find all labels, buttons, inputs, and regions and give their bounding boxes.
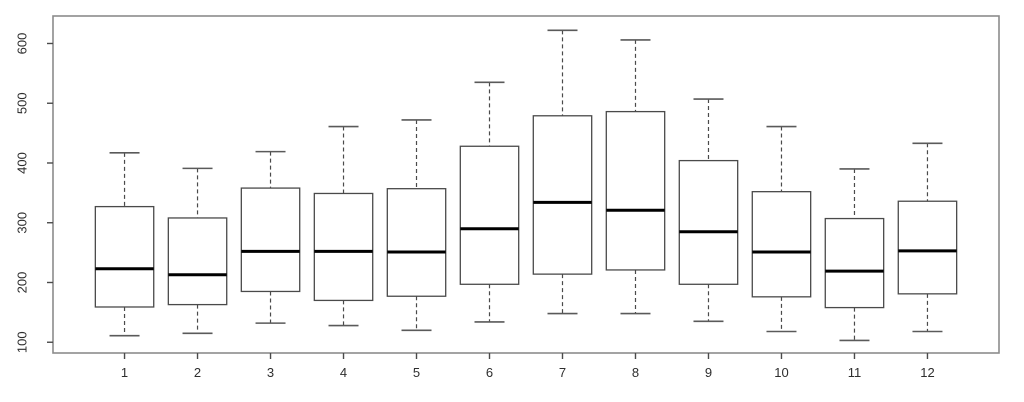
iqr-box-10 bbox=[751, 191, 812, 298]
boxplot-box-1 bbox=[94, 152, 155, 337]
x-tick-label-7: 7 bbox=[559, 365, 566, 380]
y-tick-label-300: 300 bbox=[15, 212, 30, 234]
x-tick-label-6: 6 bbox=[486, 365, 493, 380]
iqr-box-5 bbox=[386, 188, 447, 297]
boxplot-box-3 bbox=[240, 150, 301, 324]
iqr-box-11 bbox=[824, 217, 885, 309]
x-tick-label-1: 1 bbox=[121, 365, 128, 380]
boxplot-box-6 bbox=[459, 81, 520, 323]
boxplot-box-5 bbox=[386, 119, 447, 332]
iqr-box-6 bbox=[459, 145, 520, 285]
boxplot-box-4 bbox=[313, 125, 374, 327]
y-tick-label-100: 100 bbox=[15, 331, 30, 353]
x-tick-label-2: 2 bbox=[194, 365, 201, 380]
boxplot-box-10 bbox=[751, 125, 812, 333]
x-axis: 1 2 3 4 5 6 7 8 9 10 11 12 bbox=[121, 353, 935, 380]
boxplot-box-12 bbox=[897, 142, 958, 333]
y-tick-label-200: 200 bbox=[15, 272, 30, 294]
boxplot-box-2 bbox=[167, 167, 228, 335]
x-tick-label-9: 9 bbox=[705, 365, 712, 380]
iqr-box-9 bbox=[678, 159, 739, 285]
iqr-box-4 bbox=[313, 192, 374, 302]
x-tick-label-4: 4 bbox=[340, 365, 347, 380]
boxplot-box-11 bbox=[824, 168, 885, 342]
iqr-box-12 bbox=[897, 200, 958, 295]
x-tick-label-3: 3 bbox=[267, 365, 274, 380]
iqr-box-8 bbox=[605, 110, 666, 271]
boxplot-box-8 bbox=[605, 39, 666, 315]
x-tick-label-5: 5 bbox=[413, 365, 420, 380]
x-tick-label-12: 12 bbox=[920, 365, 934, 380]
y-tick-label-600: 600 bbox=[15, 33, 30, 55]
y-tick-label-400: 400 bbox=[15, 152, 30, 174]
x-tick-label-11: 11 bbox=[848, 365, 862, 380]
iqr-box-2 bbox=[167, 217, 228, 306]
iqr-box-7 bbox=[532, 115, 593, 275]
x-tick-label-8: 8 bbox=[632, 365, 639, 380]
boxplot-box-9 bbox=[678, 98, 739, 323]
y-tick-label-500: 500 bbox=[15, 92, 30, 114]
iqr-box-1 bbox=[94, 205, 155, 308]
boxplot-box-7 bbox=[532, 29, 593, 315]
x-tick-label-10: 10 bbox=[774, 365, 788, 380]
iqr-box-3 bbox=[240, 187, 301, 293]
y-axis: 100 200 300 400 500 600 bbox=[15, 33, 53, 353]
plot-frame bbox=[52, 15, 1000, 354]
